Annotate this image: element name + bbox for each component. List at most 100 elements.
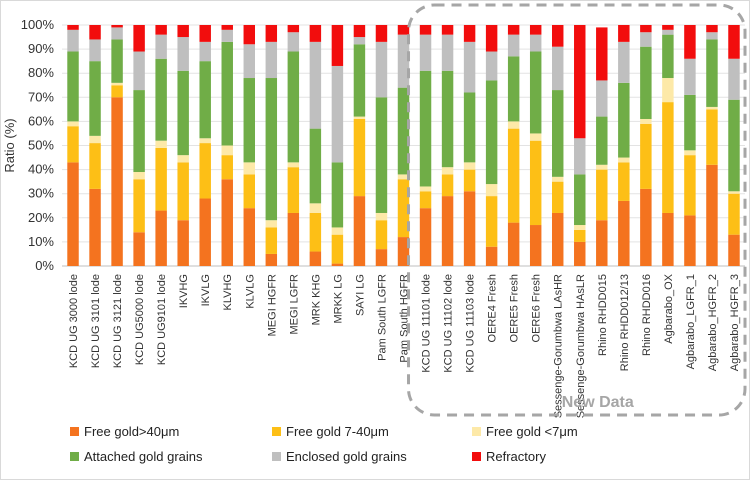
bar-segment-enclosed-gold-grains	[419, 34, 432, 71]
bar-segment-free-gold-7-40-m	[155, 147, 167, 211]
bar-segment-free-gold-40-m	[243, 208, 256, 266]
bar-segment-free-gold-40-m	[309, 251, 322, 266]
bar-segment-refractory	[111, 25, 123, 28]
legend-label: Free gold 7-40μm	[286, 424, 389, 439]
bar-segment-attached-gold-grains	[662, 34, 674, 79]
bar-segment-free-gold-7-m	[265, 220, 278, 228]
bar-segment-attached-gold-grains	[529, 51, 542, 134]
bar-segment-attached-gold-grains	[243, 78, 256, 163]
bar-segment-free-gold-40-m	[728, 234, 740, 266]
y-tick-label: 30%	[28, 186, 54, 201]
new-data-label: New Data	[562, 394, 634, 411]
x-tick-label: Agbarabo_LGFR_1	[685, 274, 697, 369]
bar-segment-free-gold-40-m	[221, 179, 233, 266]
x-tick-label: OERE5 Fresh	[509, 274, 521, 342]
bar-segment-enclosed-gold-grains	[375, 41, 388, 98]
bar-segment-attached-gold-grains	[706, 39, 718, 107]
bar-segment-refractory	[618, 25, 630, 42]
x-tick-label: OERE6 Fresh	[531, 274, 543, 342]
bar-segment-free-gold-7-40-m	[662, 102, 674, 213]
bar-segment-free-gold-40-m	[111, 97, 123, 266]
legend-swatch	[472, 452, 481, 461]
bar-segment-refractory	[331, 25, 344, 66]
bar-segment-attached-gold-grains	[684, 94, 696, 151]
bar-segment-refractory	[287, 25, 300, 33]
legend-label: Free gold>40μm	[84, 424, 179, 439]
x-tick-label: KLVLG	[244, 274, 256, 309]
x-tick-label: Agbarabo_HGFR_2	[707, 274, 719, 371]
bar-segment-free-gold-40-m	[331, 263, 344, 266]
bar-segment-attached-gold-grains	[287, 51, 300, 163]
bar-segment-attached-gold-grains	[89, 61, 101, 136]
bar-segment-free-gold-7-m	[155, 140, 167, 148]
bar-segment-attached-gold-grains	[133, 90, 145, 173]
bar-segment-enclosed-gold-grains	[287, 32, 300, 52]
bar-segment-free-gold-7-40-m	[89, 143, 101, 189]
x-tick-label: KLVHG	[222, 274, 234, 310]
legend-swatch	[70, 452, 79, 461]
y-tick-label: 50%	[28, 138, 54, 153]
bar-segment-free-gold-7-40-m	[177, 162, 189, 221]
bar-segment-free-gold-7-m	[618, 157, 630, 163]
bar-segment-free-gold-7-40-m	[67, 126, 79, 163]
bar-segment-free-gold-40-m	[199, 198, 211, 266]
bar-segment-free-gold-40-m	[618, 200, 630, 266]
y-tick-label: 20%	[28, 210, 54, 225]
bar-segment-refractory	[265, 25, 278, 42]
x-tick-label: IKVHG	[178, 274, 190, 308]
x-tick-label: Sessenge-Gorumbwa HAsLR	[575, 274, 587, 418]
bar-segment-free-gold-7-m	[375, 212, 388, 221]
bar-segment-free-gold-40-m	[133, 232, 145, 266]
x-tick-label: Rhino RHDD015	[597, 274, 609, 356]
bar-segment-free-gold-7-40-m	[529, 140, 542, 226]
bar-segment-free-gold-40-m	[177, 220, 189, 266]
x-tick-label: SAYI LG	[354, 274, 366, 316]
bar-segment-refractory	[684, 25, 696, 59]
x-tick-label: Rhino RHDD016	[641, 274, 653, 356]
x-tick-label: KCD UG 11101 lode	[421, 274, 433, 373]
bar-segment-attached-gold-grains	[67, 51, 79, 122]
bar-segment-enclosed-gold-grains	[309, 41, 322, 129]
bar-segment-free-gold-7-m	[485, 184, 498, 197]
x-tick-label: MEGI LGFR	[288, 274, 300, 335]
x-tick-label: KCD UG 3101 lode	[90, 274, 102, 368]
bar-segment-attached-gold-grains	[111, 39, 123, 83]
legend-label: Free gold <7μm	[486, 424, 578, 439]
x-tick-label: KCD UG 11102 lode	[443, 274, 455, 373]
bar-segment-free-gold-40-m	[574, 241, 586, 266]
x-axis-ticks: KCD UG 3000 lode KCD UG 3101 lode KCD UG 3…	[68, 273, 741, 418]
bar-segment-attached-gold-grains	[177, 70, 189, 156]
bar-segment-free-gold-7-m	[111, 82, 123, 86]
bar-segment-free-gold-7-m	[177, 155, 189, 163]
bar-segment-free-gold-7-40-m	[574, 229, 586, 242]
bar-segment-attached-gold-grains	[618, 82, 630, 158]
bar-segment-free-gold-40-m	[640, 188, 652, 266]
bar-segment-free-gold-7-m	[684, 150, 696, 156]
bar-segment-enclosed-gold-grains	[89, 39, 101, 62]
bar-segment-free-gold-7-m	[331, 227, 344, 235]
bar-segment-free-gold-7-m	[728, 191, 740, 194]
bar-segment-refractory	[529, 25, 542, 35]
bar-segment-refractory	[463, 25, 476, 42]
annotations: New Data	[407, 3, 747, 417]
bar-segment-free-gold-7-m	[309, 203, 322, 213]
bar-segment-free-gold-40-m	[596, 220, 608, 266]
bar-segment-free-gold-7-40-m	[243, 174, 256, 209]
bar-segment-free-gold-7-40-m	[265, 227, 278, 254]
bar-segment-refractory	[67, 25, 79, 30]
bar-segment-free-gold-7-m	[353, 116, 366, 119]
bar-segment-refractory	[485, 25, 498, 52]
bar-segment-refractory	[551, 25, 564, 47]
bar-segment-refractory	[662, 25, 674, 30]
bar-segment-attached-gold-grains	[309, 128, 322, 204]
x-tick-label: KCD UG 3121 lode	[112, 274, 124, 368]
bar-segment-free-gold-40-m	[463, 191, 476, 266]
bar-segment-free-gold-7-40-m	[397, 179, 410, 238]
bar-segment-free-gold-7-40-m	[728, 193, 740, 235]
bar-segment-free-gold-40-m	[353, 196, 366, 266]
y-tick-label: 0%	[35, 258, 54, 273]
y-tick-label: 100%	[21, 17, 55, 32]
legend-item-free-gold-40-m: Free gold>40μm	[70, 424, 179, 439]
bar-segment-free-gold-40-m	[684, 215, 696, 266]
